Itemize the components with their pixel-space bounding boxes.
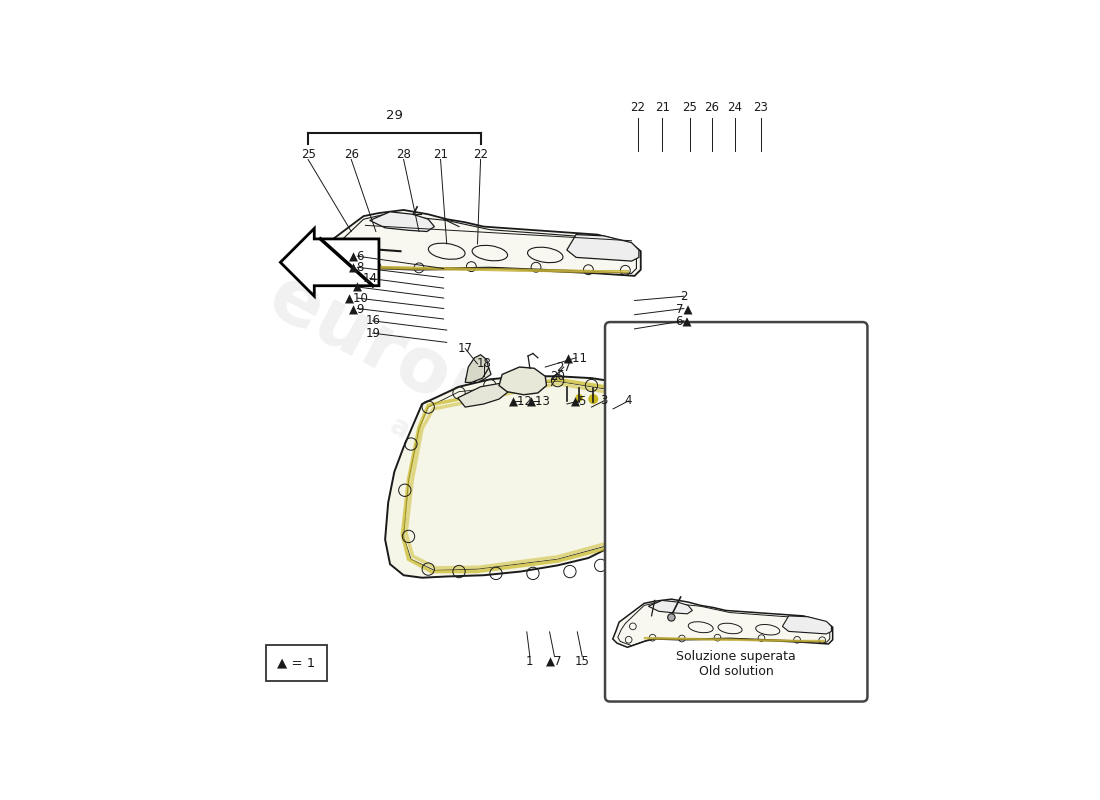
- Text: 28: 28: [396, 148, 411, 161]
- Text: europarts: europarts: [255, 260, 662, 523]
- Polygon shape: [645, 638, 824, 642]
- Text: 22: 22: [473, 148, 488, 161]
- Text: 4: 4: [625, 394, 632, 407]
- Polygon shape: [385, 376, 690, 578]
- Polygon shape: [458, 382, 508, 407]
- Text: 6▲: 6▲: [675, 314, 692, 327]
- Text: ▲12: ▲12: [508, 394, 532, 407]
- Text: 24: 24: [727, 102, 742, 114]
- Text: Soluzione superata: Soluzione superata: [676, 650, 796, 663]
- Polygon shape: [499, 367, 547, 394]
- Text: 27: 27: [557, 361, 571, 374]
- Text: 17: 17: [458, 342, 473, 355]
- Text: 1: 1: [526, 655, 534, 668]
- Polygon shape: [317, 210, 640, 281]
- Text: 22: 22: [630, 102, 646, 114]
- Text: 26: 26: [343, 148, 359, 161]
- Text: Old solution: Old solution: [698, 666, 773, 678]
- Circle shape: [576, 394, 582, 401]
- Text: 20: 20: [550, 370, 565, 382]
- Text: a passion...: a passion...: [385, 411, 558, 520]
- Text: 29: 29: [386, 109, 403, 122]
- Text: 19: 19: [365, 326, 381, 340]
- Polygon shape: [782, 616, 832, 634]
- Text: ▲6: ▲6: [349, 250, 365, 262]
- Text: ▲10: ▲10: [345, 291, 370, 305]
- Text: ▲8: ▲8: [349, 261, 365, 274]
- Text: 14: 14: [362, 272, 377, 285]
- Polygon shape: [648, 601, 692, 614]
- Text: ▲ = 1: ▲ = 1: [277, 656, 316, 670]
- Text: 23: 23: [754, 102, 768, 114]
- FancyBboxPatch shape: [265, 645, 327, 681]
- Text: 3: 3: [601, 394, 607, 407]
- Polygon shape: [623, 398, 678, 539]
- FancyBboxPatch shape: [605, 322, 868, 702]
- Text: 21: 21: [433, 148, 448, 161]
- Text: 26: 26: [704, 102, 719, 114]
- Text: ▲7: ▲7: [547, 655, 563, 668]
- Polygon shape: [465, 367, 491, 382]
- Text: ▲: ▲: [353, 281, 362, 294]
- Text: 25: 25: [300, 148, 316, 161]
- Text: 18: 18: [476, 358, 491, 370]
- Text: 25: 25: [683, 102, 697, 114]
- Text: ▲13: ▲13: [527, 394, 551, 407]
- Polygon shape: [370, 212, 434, 231]
- Circle shape: [668, 614, 675, 621]
- Polygon shape: [613, 599, 833, 647]
- Text: 16: 16: [365, 314, 381, 327]
- Text: 7▲: 7▲: [675, 302, 692, 315]
- Text: ▲11: ▲11: [564, 351, 589, 364]
- Circle shape: [588, 394, 597, 403]
- Text: ▲9: ▲9: [349, 302, 365, 315]
- Text: 2: 2: [680, 290, 688, 302]
- Polygon shape: [363, 266, 628, 273]
- Polygon shape: [566, 234, 639, 261]
- Polygon shape: [465, 354, 488, 382]
- Text: ▲5: ▲5: [571, 394, 587, 407]
- Polygon shape: [280, 229, 378, 296]
- Text: 15: 15: [575, 655, 590, 668]
- Text: 21: 21: [654, 102, 670, 114]
